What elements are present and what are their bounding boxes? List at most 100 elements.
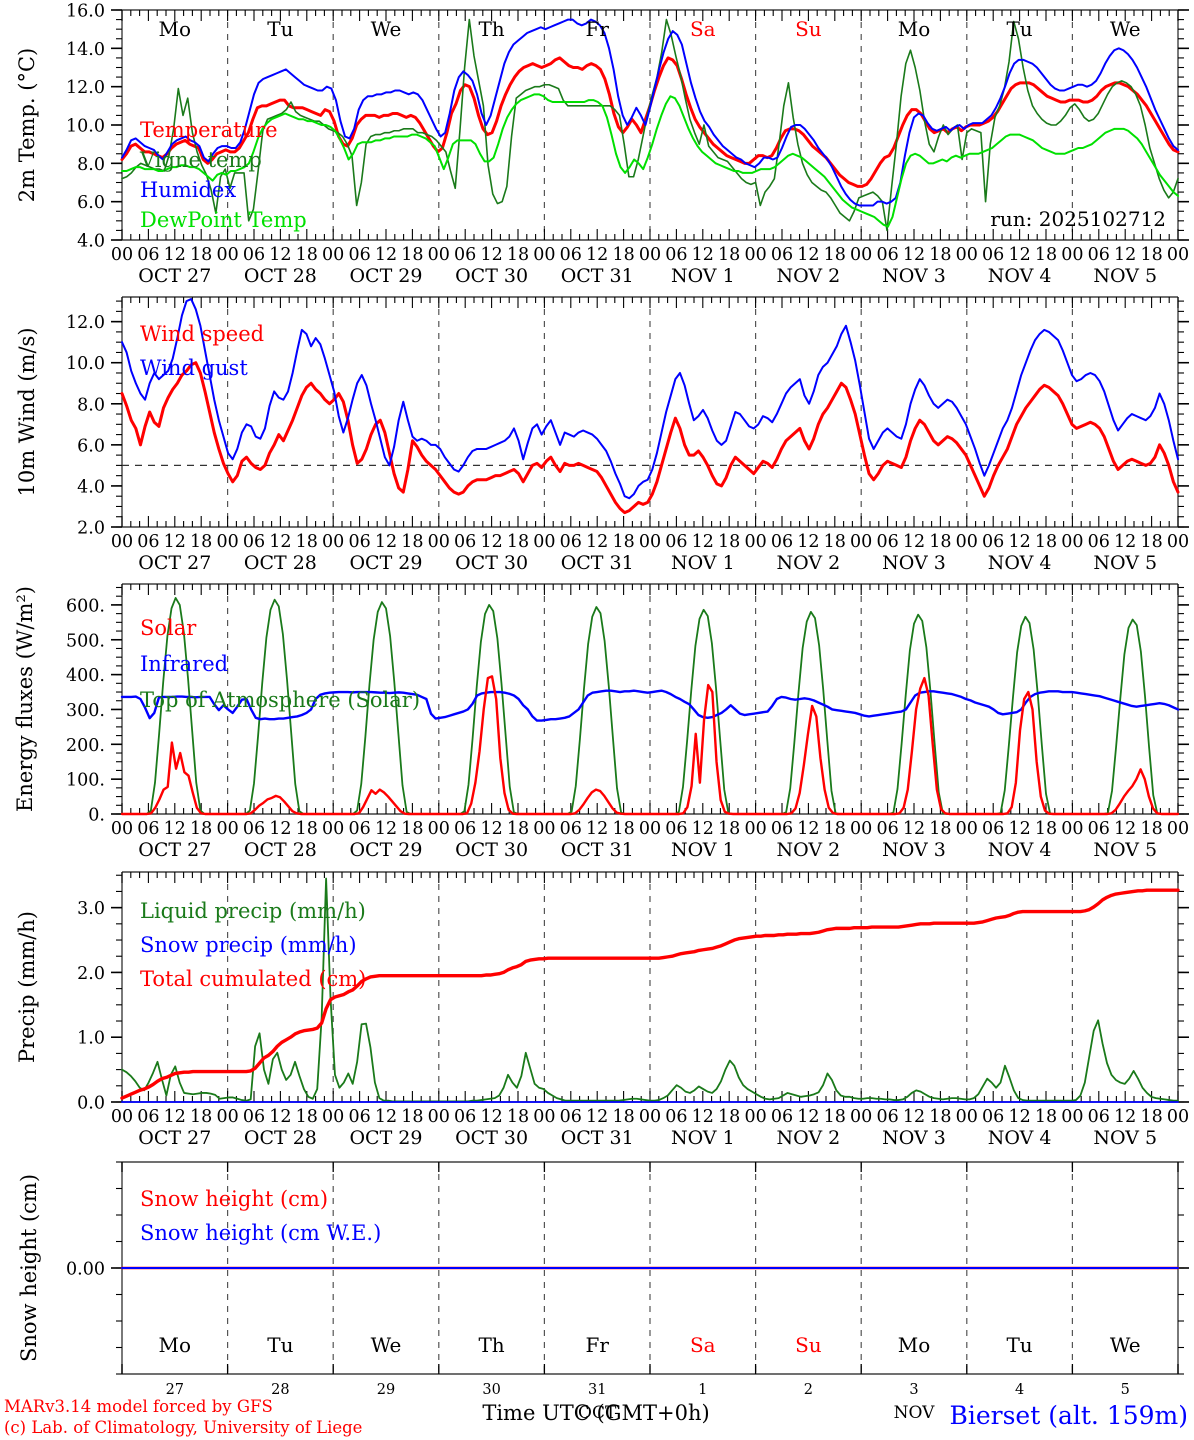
x-date-label: OCT 28: [244, 839, 317, 861]
y-axis-title: 2m Temp. (°C): [15, 48, 39, 202]
x-hour-label: 00: [322, 532, 344, 552]
x-hour-label: 12: [797, 532, 819, 552]
legend-entry: Wind gust: [140, 356, 248, 380]
x-hour-label: 00: [428, 245, 450, 265]
day-name-label: Tu: [1006, 1333, 1032, 1357]
x-hour-label: 06: [454, 819, 476, 839]
y-tick-label: 8.0: [77, 155, 105, 175]
x-hour-label: 18: [929, 532, 951, 552]
x-hour-label: 06: [243, 245, 265, 265]
x-hour-label: 18: [718, 1107, 740, 1127]
x-hour-label: 00: [1061, 532, 1083, 552]
y-tick-label: 1.0: [77, 1029, 105, 1049]
panel-precip: 0.0 1.0 2.0 3.0 Liquid precip (mm/h) Snow pre…: [15, 871, 1189, 1149]
x-hour-label: 06: [876, 245, 898, 265]
x-hour-label: 06: [454, 532, 476, 552]
day-name-label: Tu: [1006, 17, 1032, 41]
x-hour-label: 18: [507, 532, 529, 552]
x-hour-label: 06: [1088, 532, 1110, 552]
y-tick-label: 0.: [88, 806, 105, 826]
bottom-day-number: 3: [909, 1382, 918, 1398]
x-hour-label: 12: [164, 245, 186, 265]
x-hour-label: 18: [718, 245, 740, 265]
x-hour-label: 00: [1061, 819, 1083, 839]
x-hour-label: 00: [322, 819, 344, 839]
y-tick-label: 600.: [66, 596, 105, 616]
x-hour-label: 18: [612, 245, 634, 265]
x-hour-label: 18: [1140, 1107, 1162, 1127]
x-hour-label: 00: [111, 245, 133, 265]
x-hour-label: 06: [665, 532, 687, 552]
x-hour-label: 18: [401, 1107, 423, 1127]
x-date-label: NOV 1: [671, 265, 735, 287]
series-line: [121, 18, 1179, 207]
bottom-day-number: 2: [804, 1382, 813, 1398]
series-line: [121, 877, 1179, 1103]
x-date-label: NOV 2: [777, 1127, 841, 1149]
legend-entry: Snow height (cm W.E.): [140, 1221, 381, 1245]
x-hour-label: 18: [929, 1107, 951, 1127]
x-hour-label: 18: [401, 245, 423, 265]
x-hour-label: 00: [1167, 532, 1189, 552]
x-hour-label: 12: [269, 532, 291, 552]
panel-snow: 0.00 Snow height (cm) Snow height (cm W.E.…: [17, 1161, 1189, 1375]
x-date-label: NOV 4: [988, 552, 1052, 574]
x-hour-label: 06: [1088, 1107, 1110, 1127]
x-date-label: OCT 31: [561, 1127, 634, 1149]
x-hour-label: 06: [876, 532, 898, 552]
x-hour-label: 00: [216, 819, 238, 839]
day-name-label: Sa: [690, 1333, 716, 1357]
panel-temperature: 4.0 6.0 8.0 10.0 12.0 14.0 16.0 Temperature Vign…: [15, 2, 1189, 288]
x-hour-label: 00: [1167, 819, 1189, 839]
x-hour-label: 00: [111, 1107, 133, 1127]
y-tick-label: 0.0: [77, 1094, 105, 1114]
x-hour-label: 00: [744, 245, 766, 265]
x-date-label: OCT 27: [138, 265, 211, 287]
y-tick-label: 2.0: [77, 519, 105, 539]
day-name-label: We: [1110, 17, 1141, 41]
y-axis-title: Snow height (cm): [17, 1174, 41, 1362]
day-name-label: Su: [795, 17, 822, 41]
day-name-label: We: [371, 17, 402, 41]
x-hour-label: 06: [876, 1107, 898, 1127]
day-name-label: Fr: [585, 17, 609, 41]
x-hour-label: 00: [850, 532, 872, 552]
x-hour-label: 18: [296, 1107, 318, 1127]
y-tick-label: 6.0: [77, 193, 105, 213]
x-date-label: NOV 4: [988, 265, 1052, 287]
x-hour-label: 18: [1140, 245, 1162, 265]
y-tick-label: 10.0: [66, 354, 105, 374]
x-hour-label: 06: [665, 245, 687, 265]
x-date-label: OCT 31: [561, 265, 634, 287]
x-hour-label: 12: [375, 532, 397, 552]
x-date-label: OCT 30: [455, 1127, 528, 1149]
x-hour-label: 00: [322, 245, 344, 265]
x-hour-label: 06: [771, 819, 793, 839]
bottom-day-number: 4: [1015, 1382, 1024, 1398]
x-date-label: OCT 28: [244, 265, 317, 287]
bottom-day-number: 27: [166, 1382, 184, 1398]
series-line: [120, 361, 1180, 515]
y-tick-label: 0.00: [66, 1260, 105, 1280]
x-hour-label: 18: [824, 532, 846, 552]
legend-entry: Snow height (cm): [140, 1187, 328, 1211]
x-date-label: NOV 3: [882, 552, 946, 574]
month-label-oct: OCT: [578, 1403, 617, 1423]
x-date-label: NOV 2: [777, 552, 841, 574]
x-hour-label: 06: [243, 819, 265, 839]
x-date-label: OCT 31: [561, 839, 634, 861]
bottom-day-number: 5: [1121, 1382, 1130, 1398]
x-hour-label: 18: [612, 1107, 634, 1127]
x-hour-label: 00: [850, 819, 872, 839]
day-name-label: Th: [478, 17, 504, 41]
x-hour-label: 12: [1114, 819, 1136, 839]
y-tick-label: 16.0: [66, 2, 105, 22]
x-hour-label: 12: [480, 532, 502, 552]
x-hour-label: 00: [1061, 245, 1083, 265]
legend-entry: Solar: [140, 616, 197, 640]
x-hour-label: 00: [216, 532, 238, 552]
legend-entry: Wind speed: [140, 322, 264, 346]
panel-wind: 2.0 4.0 6.0 8.0 10.0 12.0 Wind speed Wind gust 1…: [15, 296, 1189, 574]
x-hour-label: 06: [876, 819, 898, 839]
legend-entry: Humidex: [140, 178, 236, 202]
